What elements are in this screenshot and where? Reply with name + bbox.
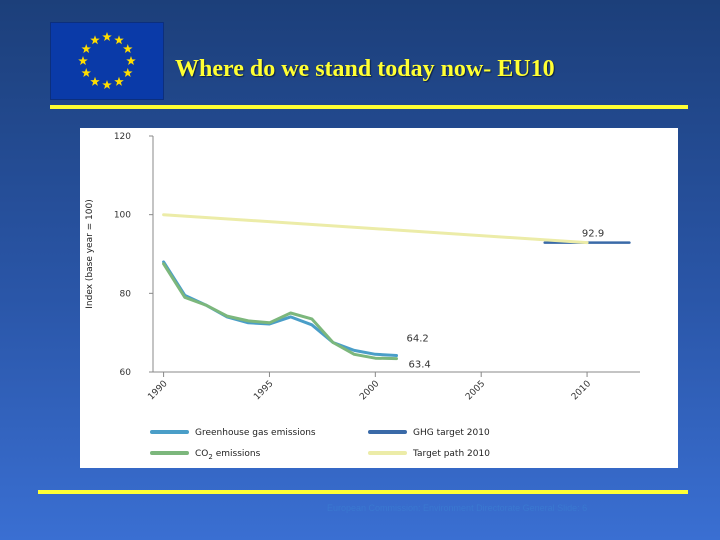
- flag-star-icon: [90, 76, 100, 86]
- x-tick-label: 1995: [252, 379, 275, 402]
- x-tick-label: 2000: [358, 379, 381, 402]
- flag-star-icon: [114, 35, 124, 45]
- x-tick-label: 2005: [464, 379, 487, 402]
- footer-divider: [38, 490, 688, 494]
- flag-star-icon: [81, 68, 91, 78]
- flag-star-icon: [123, 44, 133, 54]
- chart-panel: Index (base year = 100) 60 80 100 120 1990 19…: [80, 128, 678, 468]
- slide-title: Where do we stand today now- EU10: [175, 56, 555, 82]
- slide-footer: European Commission: Environment Directo…: [327, 503, 588, 513]
- flag-star-icon: [81, 44, 91, 54]
- legend-label: CO2 emissions: [195, 449, 261, 461]
- y-tick-label: 120: [114, 132, 131, 142]
- title-divider: [50, 105, 688, 109]
- flag-star-icon: [102, 32, 112, 42]
- series-line-greenhouse-gas-emissions: [162, 260, 398, 357]
- flag-star-icon: [123, 68, 133, 78]
- y-tick-label: 60: [120, 368, 132, 378]
- flag-star-icon: [90, 35, 100, 45]
- flag-star-icon: [126, 56, 136, 66]
- chart-legend: Greenhouse gas emissions GHG target 2010 C…: [150, 428, 490, 461]
- data-label: 92.9: [582, 229, 604, 240]
- flag-star-icon: [78, 56, 88, 66]
- eu-flag-icon: [50, 22, 164, 100]
- y-tick-label: 80: [120, 289, 132, 299]
- data-label: 63.4: [409, 360, 431, 371]
- data-label: 64.2: [407, 333, 429, 344]
- legend-label: Greenhouse gas emissions: [195, 428, 316, 438]
- flag-star-icon: [102, 80, 112, 90]
- y-tick-label: 100: [114, 211, 131, 221]
- y-axis-label: Index (base year = 100): [85, 199, 95, 309]
- flag-star-icon: [114, 76, 124, 86]
- series-line-co2-emissions: [162, 262, 398, 361]
- x-tick-label: 2010: [570, 379, 593, 402]
- legend-label: Target path 2010: [412, 449, 490, 459]
- legend-label: GHG target 2010: [413, 428, 490, 438]
- x-tick-label: 1990: [146, 379, 169, 402]
- series-line-target-path-2010: [162, 213, 589, 245]
